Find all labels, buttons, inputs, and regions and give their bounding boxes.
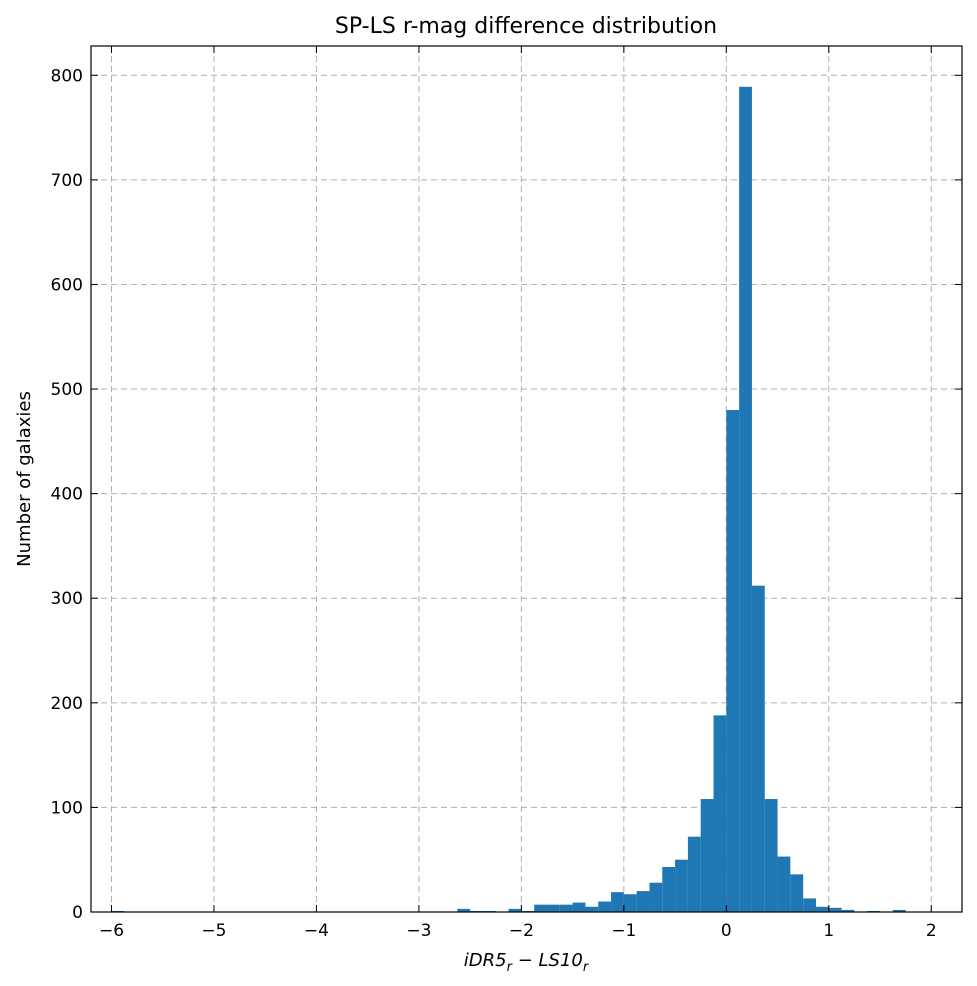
x-tick-label: 2 xyxy=(926,921,937,941)
grid xyxy=(91,46,962,913)
histogram-bar xyxy=(508,908,522,912)
x-label-b-sub: r xyxy=(583,960,590,975)
x-tick-label: −6 xyxy=(99,921,124,941)
x-tick-label: −5 xyxy=(201,921,226,941)
histogram-bar xyxy=(700,799,714,912)
histogram-bar xyxy=(636,891,650,912)
histogram-bar xyxy=(572,902,586,912)
histogram-bar xyxy=(457,908,471,912)
histogram-bar xyxy=(559,904,573,912)
histogram-bar xyxy=(777,856,791,912)
y-tick-label: 600 xyxy=(51,275,83,295)
x-tick-label: 0 xyxy=(721,921,732,941)
x-tick-label: −2 xyxy=(509,921,534,941)
histogram-bar xyxy=(649,882,663,912)
histogram-bar xyxy=(790,874,804,912)
x-label-b: LS10 xyxy=(539,950,583,971)
y-tick-label: 100 xyxy=(51,798,83,818)
x-label-a: iDR5 xyxy=(464,950,507,971)
histogram-bar xyxy=(713,715,727,912)
y-tick-label: 0 xyxy=(72,903,83,923)
histogram-bar xyxy=(828,907,842,912)
histogram-bar xyxy=(739,86,752,912)
y-tick-label: 300 xyxy=(51,589,83,609)
histogram-bar xyxy=(687,836,701,912)
histogram-bar xyxy=(803,898,816,912)
histogram-bar xyxy=(623,894,637,912)
histogram-bar xyxy=(546,904,560,912)
chart-title: SP-LS r-mag difference distribution xyxy=(335,14,717,39)
histogram-bar xyxy=(534,904,547,912)
ticks: −6 −5 −4 −3 −2 −1 0 1 2 0 100 200 300 400 500 600 700 800 xyxy=(51,46,962,941)
y-tick-label: 200 xyxy=(51,694,83,714)
histogram-bar xyxy=(726,409,740,912)
x-axis-label: iDR5r − LS10r xyxy=(464,950,590,975)
histogram-bar xyxy=(892,909,906,912)
histogram-bar xyxy=(751,585,765,912)
bars xyxy=(111,86,906,912)
x-tick-label: 1 xyxy=(823,921,834,941)
histogram-bar xyxy=(598,901,612,912)
histogram-bar xyxy=(815,906,829,912)
y-tick-label: 800 xyxy=(51,66,83,86)
x-tick-label: −3 xyxy=(406,921,431,941)
y-axis-label: Number of galaxies xyxy=(14,391,35,567)
plot-frame xyxy=(90,45,963,913)
y-tick-label: 500 xyxy=(51,380,83,400)
x-label-op: − xyxy=(512,950,539,971)
histogram-bar xyxy=(585,906,599,912)
histogram-bar xyxy=(675,859,688,912)
y-tick-label: 400 xyxy=(51,485,83,505)
y-tick-label: 700 xyxy=(51,171,83,191)
histogram-bar xyxy=(611,892,624,912)
x-tick-label: −4 xyxy=(304,921,329,941)
x-label-a-sub: r xyxy=(507,960,514,975)
histogram-bar xyxy=(764,799,778,912)
x-tick-label: −1 xyxy=(611,921,636,941)
histogram-bar xyxy=(841,909,855,912)
histogram-bar xyxy=(662,867,676,912)
